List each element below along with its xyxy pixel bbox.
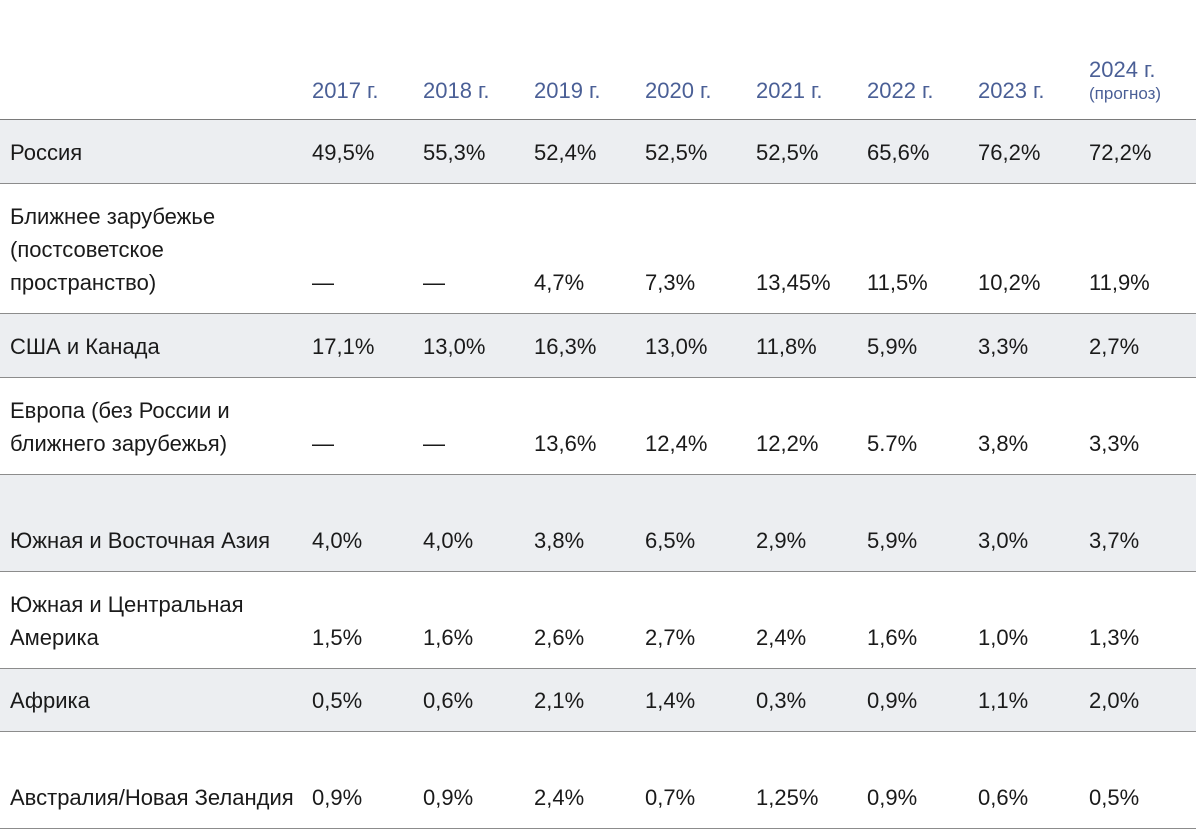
table-cell: — bbox=[423, 270, 445, 295]
table-row: Африка 0,5% 0,6% 2,1% 1,4% 0,3% 0,9% 1,1… bbox=[0, 669, 1196, 732]
header-year-2022: 2022 г. bbox=[867, 78, 934, 103]
table-cell: 1,1% bbox=[978, 688, 1029, 713]
table-cell: 1,0% bbox=[978, 625, 1029, 650]
row-label: Южная и Центральная Америка bbox=[10, 592, 244, 650]
table-cell: 0,5% bbox=[1089, 785, 1140, 810]
table-cell: 4,7% bbox=[534, 270, 585, 295]
table-cell: 3,7% bbox=[1089, 528, 1140, 553]
row-label: Южная и Восточная Азия bbox=[10, 528, 271, 553]
table-cell: 12,2% bbox=[756, 431, 819, 456]
header-forecast-note: (прогноз) bbox=[1089, 84, 1162, 103]
header-year-2023: 2023 г. bbox=[978, 78, 1045, 103]
header-year-2024: 2024 г. (прогноз) bbox=[1089, 57, 1196, 119]
table-cell: 0,7% bbox=[645, 785, 696, 810]
table-row: Европа (без России и ближнего зарубежья)… bbox=[0, 378, 1196, 475]
table-cell: 1,5% bbox=[312, 625, 363, 650]
table-cell: 1,6% bbox=[867, 625, 918, 650]
table-cell: 4,0% bbox=[423, 528, 474, 553]
table-row: США и Канада 17,1% 13,0% 16,3% 13,0% 11,… bbox=[0, 314, 1196, 378]
row-label: Россия bbox=[10, 140, 83, 165]
table-cell: — bbox=[312, 270, 334, 295]
table-cell: 76,2% bbox=[978, 140, 1041, 165]
row-label: Австралия/Новая Зеландия bbox=[10, 785, 294, 810]
table-cell: 2,1% bbox=[534, 688, 585, 713]
table-cell: 11,5% bbox=[867, 270, 928, 295]
table-cell: 0,5% bbox=[312, 688, 363, 713]
table-cell: 12,4% bbox=[645, 431, 708, 456]
table-cell: 5,9% bbox=[867, 528, 918, 553]
header-year-2017: 2017 г. bbox=[312, 78, 379, 103]
table-row: Ближнее зарубежье (постсоветское простра… bbox=[0, 184, 1196, 314]
table-cell: 5,9% bbox=[867, 334, 918, 359]
table-cell: 13,0% bbox=[423, 334, 486, 359]
table-cell: — bbox=[312, 431, 334, 456]
header-label-cell bbox=[0, 105, 312, 119]
table-cell: 2,9% bbox=[756, 528, 807, 553]
table-cell: 52,4% bbox=[534, 140, 597, 165]
table-cell: 4,0% bbox=[312, 528, 363, 553]
table-cell: 2,7% bbox=[1089, 334, 1140, 359]
table-cell: 2,0% bbox=[1089, 688, 1140, 713]
table-row: Россия 49,5% 55,3% 52,4% 52,5% 52,5% 65,… bbox=[0, 120, 1196, 184]
table-cell: 7,3% bbox=[645, 270, 696, 295]
table-cell: 5.7% bbox=[867, 431, 918, 456]
row-label: Европа (без России и ближнего зарубежья) bbox=[10, 398, 230, 456]
row-label: Африка bbox=[10, 688, 90, 713]
table-cell: 1,3% bbox=[1089, 625, 1140, 650]
row-label: США и Канада bbox=[10, 334, 160, 359]
table-cell: 1,6% bbox=[423, 625, 474, 650]
table-cell: 11,8% bbox=[756, 334, 817, 359]
table-cell: 65,6% bbox=[867, 140, 930, 165]
table-cell: 0,9% bbox=[867, 688, 918, 713]
table-header-row: 2017 г. 2018 г. 2019 г. 2020 г. 2021 г. … bbox=[0, 0, 1196, 120]
table-cell: 17,1% bbox=[312, 334, 375, 359]
table-cell: 0,9% bbox=[423, 785, 474, 810]
table-cell: 2,4% bbox=[756, 625, 807, 650]
table-cell: 1,25% bbox=[756, 785, 819, 810]
header-year-2019: 2019 г. bbox=[534, 78, 601, 103]
table-cell: 0,6% bbox=[978, 785, 1029, 810]
header-year-2018: 2018 г. bbox=[423, 78, 490, 103]
row-label: Ближнее зарубежье (постсоветское простра… bbox=[10, 204, 216, 295]
table-cell: 13,6% bbox=[534, 431, 597, 456]
table-cell: 3,3% bbox=[1089, 431, 1140, 456]
table-row: Южная и Центральная Америка 1,5% 1,6% 2,… bbox=[0, 572, 1196, 669]
table-cell: 1,4% bbox=[645, 688, 696, 713]
table-cell: 2,4% bbox=[534, 785, 585, 810]
table-cell: 3,8% bbox=[978, 431, 1029, 456]
table-cell: 13,45% bbox=[756, 270, 831, 295]
table-cell: 10,2% bbox=[978, 270, 1041, 295]
table-cell: 3,0% bbox=[978, 528, 1029, 553]
table-cell: 6,5% bbox=[645, 528, 696, 553]
table-cell: 49,5% bbox=[312, 140, 375, 165]
table-cell: 2,6% bbox=[534, 625, 585, 650]
table-cell: 16,3% bbox=[534, 334, 597, 359]
header-year-2020: 2020 г. bbox=[645, 78, 712, 103]
table-cell: 52,5% bbox=[756, 140, 819, 165]
table-row: Австралия/Новая Зеландия 0,9% 0,9% 2,4% … bbox=[0, 732, 1196, 829]
table-cell: 2,7% bbox=[645, 625, 696, 650]
table-cell: 11,9% bbox=[1089, 270, 1150, 295]
table-cell: 72,2% bbox=[1089, 140, 1152, 165]
header-year-2024-label: 2024 г. bbox=[1089, 57, 1156, 82]
table-row: Южная и Восточная Азия 4,0% 4,0% 3,8% 6,… bbox=[0, 475, 1196, 572]
header-year-2021: 2021 г. bbox=[756, 78, 823, 103]
table-cell: 3,8% bbox=[534, 528, 585, 553]
table-cell: 3,3% bbox=[978, 334, 1029, 359]
table-cell: 0,9% bbox=[867, 785, 918, 810]
table-cell: 0,9% bbox=[312, 785, 363, 810]
table-cell: 0,3% bbox=[756, 688, 807, 713]
table-cell: 13,0% bbox=[645, 334, 708, 359]
table-cell: 0,6% bbox=[423, 688, 474, 713]
table-cell: 52,5% bbox=[645, 140, 708, 165]
table-cell: — bbox=[423, 431, 445, 456]
table-cell: 55,3% bbox=[423, 140, 486, 165]
